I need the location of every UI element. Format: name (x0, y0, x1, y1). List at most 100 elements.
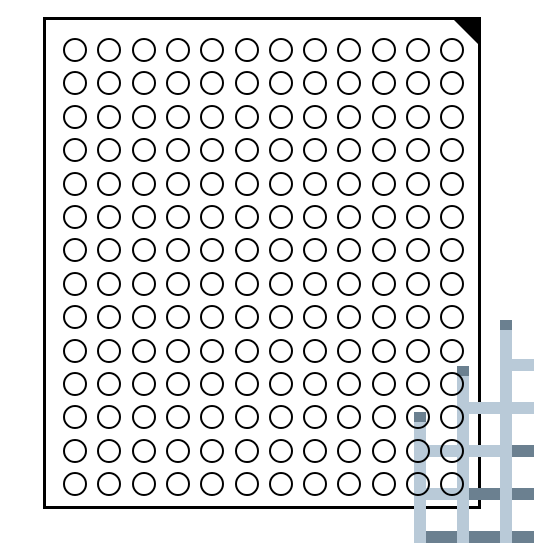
bga-ball (372, 372, 396, 396)
bga-ball (132, 339, 156, 363)
bga-ball (132, 405, 156, 429)
bga-ball (303, 105, 327, 129)
bga-ball (235, 372, 259, 396)
bga-ball (269, 339, 293, 363)
bga-ball (372, 205, 396, 229)
bga-ball (132, 205, 156, 229)
bga-ball (132, 71, 156, 95)
bga-ball (269, 38, 293, 62)
watermark-vbar (500, 320, 512, 330)
bga-ball (269, 439, 293, 463)
bga-ball (63, 172, 87, 196)
bga-ball (235, 439, 259, 463)
bga-ball (166, 439, 190, 463)
bga-ball (269, 138, 293, 162)
bga-ball (97, 439, 121, 463)
bga-ball (132, 105, 156, 129)
bga-ball (303, 38, 327, 62)
bga-ball (406, 105, 430, 129)
bga-ball (166, 305, 190, 329)
bga-ball (372, 105, 396, 129)
bga-ball (166, 339, 190, 363)
bga-ball (63, 272, 87, 296)
bga-ball (235, 71, 259, 95)
bga-ball (132, 138, 156, 162)
bga-ball (63, 472, 87, 496)
bga-ball (132, 38, 156, 62)
bga-ball (406, 138, 430, 162)
bga-ball (406, 439, 430, 463)
bga-ball (63, 138, 87, 162)
bga-ball (303, 339, 327, 363)
bga-ball (132, 472, 156, 496)
bga-ball (337, 339, 361, 363)
bga-ball (406, 472, 430, 496)
bga-ball (372, 439, 396, 463)
bga-ball (372, 238, 396, 262)
bga-ball (63, 305, 87, 329)
bga-ball (372, 71, 396, 95)
bga-ball (97, 105, 121, 129)
bga-ball (440, 105, 464, 129)
bga-ball (166, 105, 190, 129)
bga-ball (235, 138, 259, 162)
bga-ball (440, 439, 464, 463)
bga-ball (303, 205, 327, 229)
bga-ball (269, 272, 293, 296)
bga-ball (303, 272, 327, 296)
bga-ball (372, 405, 396, 429)
bga-ball (166, 205, 190, 229)
bga-ball (166, 138, 190, 162)
bga-ball (269, 372, 293, 396)
bga-ball (200, 205, 224, 229)
bga-ball (372, 138, 396, 162)
bga-ball (235, 405, 259, 429)
bga-ball (132, 372, 156, 396)
bga-ball (235, 172, 259, 196)
bga-ball (97, 172, 121, 196)
bga-ball (337, 172, 361, 196)
bga-ball (132, 272, 156, 296)
bga-ball (200, 272, 224, 296)
bga-ball (200, 339, 224, 363)
watermark-vbar (500, 320, 512, 543)
bga-ball (406, 38, 430, 62)
bga-ball (406, 272, 430, 296)
bga-ball (166, 38, 190, 62)
bga-ball (406, 339, 430, 363)
bga-ball (406, 372, 430, 396)
bga-ball (269, 205, 293, 229)
bga-ball (200, 439, 224, 463)
bga-ball (235, 272, 259, 296)
watermark-hbar (414, 531, 534, 543)
bga-ball (200, 38, 224, 62)
bga-ball (269, 105, 293, 129)
bga-ball (372, 305, 396, 329)
bga-ball (235, 339, 259, 363)
bga-ball (132, 305, 156, 329)
bga-ball (372, 339, 396, 363)
bga-ball (166, 272, 190, 296)
bga-ball (166, 372, 190, 396)
bga-ball (235, 238, 259, 262)
bga-ball (63, 372, 87, 396)
bga-ball (132, 439, 156, 463)
bga-ball (97, 272, 121, 296)
bga-ball (303, 172, 327, 196)
bga-ball (372, 38, 396, 62)
bga-ball (372, 272, 396, 296)
bga-ball (63, 205, 87, 229)
bga-ball (166, 172, 190, 196)
bga-ball (200, 372, 224, 396)
bga-ball (303, 372, 327, 396)
bga-ball (63, 38, 87, 62)
bga-ball (440, 172, 464, 196)
bga-ball (406, 305, 430, 329)
bga-ball (372, 172, 396, 196)
bga-ball (235, 305, 259, 329)
bga-ball (97, 339, 121, 363)
bga-ball (235, 105, 259, 129)
bga-ball (235, 38, 259, 62)
bga-ball (440, 272, 464, 296)
bga-ball (63, 105, 87, 129)
